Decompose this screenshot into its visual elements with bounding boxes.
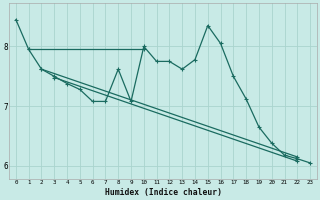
X-axis label: Humidex (Indice chaleur): Humidex (Indice chaleur) <box>105 188 221 197</box>
